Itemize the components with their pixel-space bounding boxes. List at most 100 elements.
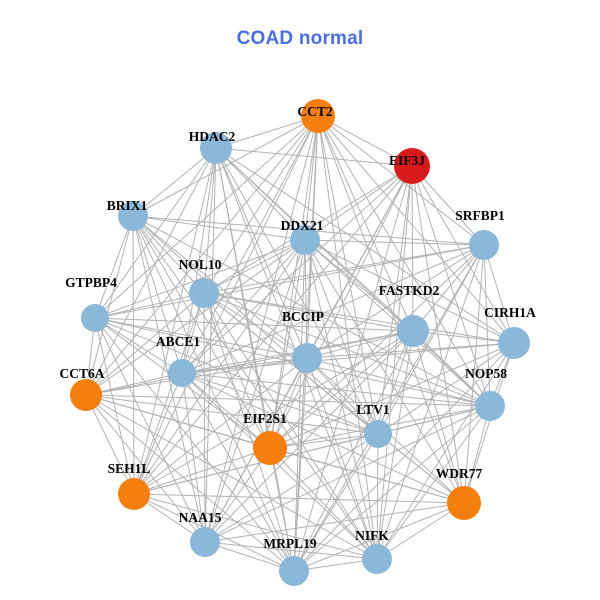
graph-edge <box>293 502 465 572</box>
graph-edge <box>463 244 485 504</box>
graph-edge <box>85 330 414 396</box>
graph-node-nop58[interactable] <box>475 391 505 421</box>
graph-edge <box>204 330 414 543</box>
graph-node-label-fastkd2: FASTKD2 <box>379 283 440 298</box>
graph-edge <box>204 447 271 543</box>
graph-edge <box>94 215 134 319</box>
graph-edge <box>304 239 378 560</box>
graph-node-label-nol10: NOL10 <box>179 257 222 272</box>
graph-edge <box>293 330 414 572</box>
graph-edge <box>377 330 414 435</box>
graph-node-srfbp1[interactable] <box>469 230 499 260</box>
graph-node-brix1[interactable] <box>118 201 148 231</box>
graph-node-ddx21[interactable] <box>290 225 320 255</box>
graph-edge <box>412 330 465 504</box>
graph-edge <box>215 147 306 241</box>
graph-edge <box>411 165 414 332</box>
graph-edge <box>181 372 379 435</box>
graph-edge <box>132 215 308 359</box>
graph-edge <box>203 239 306 294</box>
graph-node-gtpbp4[interactable] <box>81 304 109 332</box>
graph-edge <box>204 502 465 543</box>
graph-edge <box>181 372 271 449</box>
graph-edge <box>204 239 306 543</box>
graph-node-bccip[interactable] <box>292 343 322 373</box>
graph-edge <box>304 239 465 504</box>
graph-edge <box>133 357 308 495</box>
graph-edge <box>132 215 306 241</box>
graph-node-eif3j[interactable] <box>394 148 430 184</box>
graph-edge <box>306 357 378 560</box>
graph-edge <box>293 433 379 572</box>
graph-edge <box>483 244 515 344</box>
graph-node-label-eif2s1: EIF2S1 <box>243 411 287 426</box>
graph-edge <box>133 447 271 495</box>
graph-node-cct6a[interactable] <box>70 379 102 411</box>
label-layer: CCT2 HDAC2 EIF3J BRIX1 DDX21 SRFBP1 NOL10 GTPBP… <box>59 104 536 551</box>
graph-edge <box>411 165 465 504</box>
graph-edge <box>85 394 295 572</box>
graph-edge <box>269 244 485 449</box>
graph-node-label-cirh1a: CIRH1A <box>484 305 536 320</box>
graph-node-naa15[interactable] <box>190 527 220 557</box>
graph-edge <box>269 433 379 449</box>
graph-node-cirh1a[interactable] <box>498 327 530 359</box>
graph-edge <box>132 215 205 294</box>
graph-edge <box>304 165 413 241</box>
graph-edge <box>94 292 205 319</box>
graph-edge <box>132 215 491 407</box>
graph-edge <box>317 115 485 246</box>
graph-node-label-ltv1: LTV1 <box>356 402 390 417</box>
graph-node-seh1l[interactable] <box>118 478 150 510</box>
graph-node-label-bccip: BCCIP <box>282 309 324 324</box>
graph-node-hdac2[interactable] <box>200 132 232 164</box>
edge-layer <box>85 115 515 572</box>
graph-edge <box>85 394 206 543</box>
graph-node-wdr77[interactable] <box>447 486 481 520</box>
graph-node-abce1[interactable] <box>168 359 196 387</box>
graph-edge <box>317 115 414 332</box>
graph-edge <box>181 372 491 407</box>
graph-edge <box>215 147 515 344</box>
page-title: COAD normal <box>236 28 364 49</box>
graph-edge <box>94 317 206 543</box>
graph-edge <box>132 115 319 217</box>
graph-edge <box>376 502 465 560</box>
graph-edge <box>94 317 491 407</box>
graph-node-eif2s1[interactable] <box>253 431 287 465</box>
graph-edge <box>304 239 485 246</box>
graph-node-label-nifk: NIFK <box>355 528 389 543</box>
graph-node-label-gtpbp4: GTPBP4 <box>65 275 117 290</box>
graph-node-nol10[interactable] <box>189 278 219 308</box>
graph-node-ltv1[interactable] <box>364 420 392 448</box>
graph-edge <box>304 239 379 435</box>
graph-edge <box>85 215 134 396</box>
graph-edge <box>304 239 515 344</box>
graph-edge <box>412 330 491 407</box>
graph-node-fastkd2[interactable] <box>397 315 429 347</box>
graph-node-mrpl19[interactable] <box>279 556 309 586</box>
graph-edge <box>181 244 485 374</box>
graph-node-cct2[interactable] <box>301 99 335 133</box>
graph-node-label-abce1: ABCE1 <box>156 334 201 349</box>
graph-edge <box>304 239 308 359</box>
graph-edge <box>215 147 308 359</box>
graph-edge <box>317 115 379 435</box>
graph-edge <box>181 357 308 374</box>
graph-edge <box>377 244 485 435</box>
graph-edge <box>411 165 515 344</box>
graph-edge <box>377 342 515 435</box>
graph-edge <box>85 394 135 495</box>
graph-edge <box>293 239 306 572</box>
graph-node-label-ddx21: DDX21 <box>281 218 324 233</box>
graph-edge <box>181 342 515 374</box>
graph-edge <box>181 372 206 543</box>
graph-edge <box>133 433 379 495</box>
graph-edge <box>181 372 295 572</box>
graph-node-nifk[interactable] <box>362 544 392 574</box>
graph-edge <box>215 115 319 149</box>
graph-edge <box>412 244 485 332</box>
graph-edge <box>132 215 135 495</box>
graph-edge <box>304 239 414 332</box>
